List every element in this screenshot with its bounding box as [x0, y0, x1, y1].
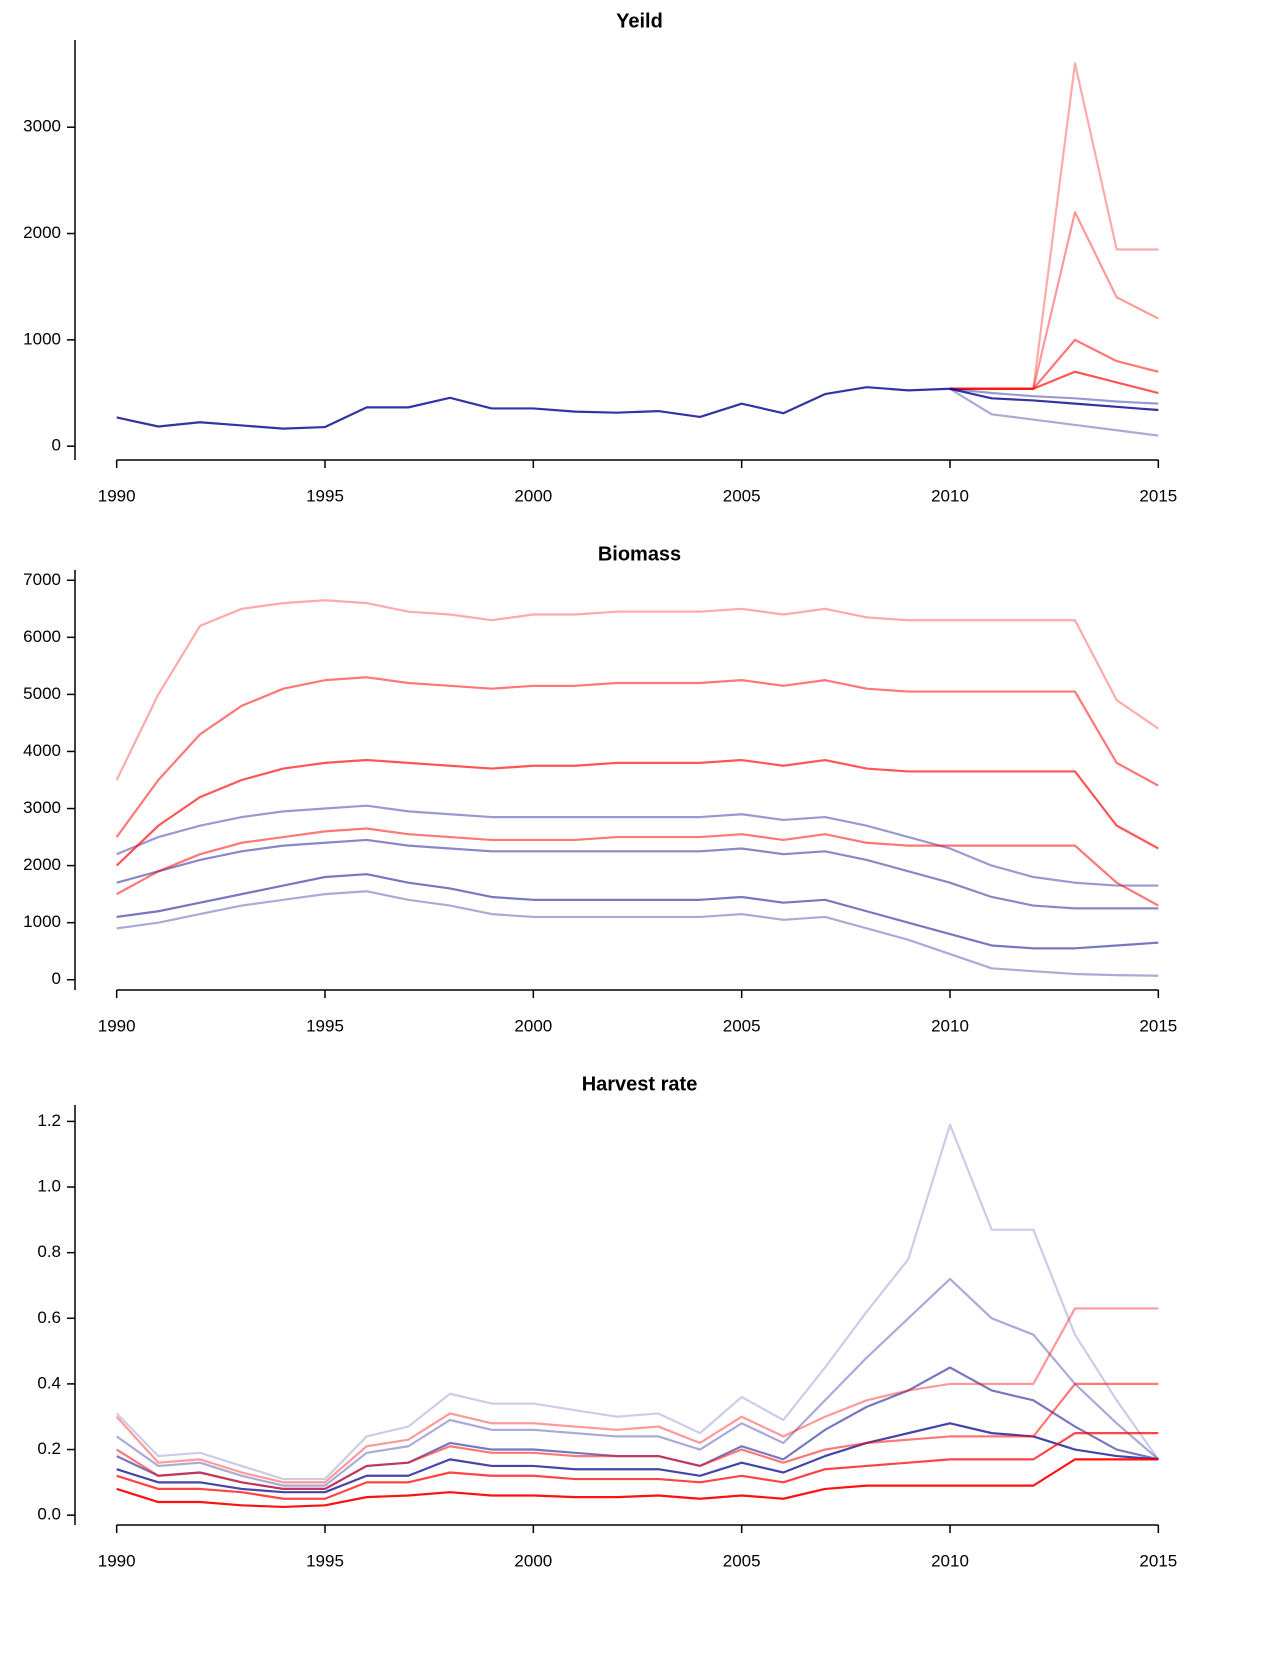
- x-tick-label: 2010: [931, 1551, 969, 1570]
- series-line: [116, 890, 1159, 977]
- y-tick-label: 2000: [23, 855, 61, 874]
- x-tick-label: 1995: [306, 486, 344, 505]
- series-line: [116, 827, 1159, 907]
- y-tick-label: 1000: [23, 329, 61, 348]
- x-tick-label: 2000: [514, 1551, 552, 1570]
- series-line: [115, 1123, 1160, 1481]
- series-line: [950, 62, 1159, 390]
- x-tick-label: 2005: [723, 1551, 761, 1570]
- series-line: [116, 1422, 1159, 1494]
- series-line: [116, 873, 1159, 950]
- x-tick-label: 2015: [1139, 1016, 1177, 1035]
- series-line: [116, 1277, 1160, 1487]
- x-tick-label: 2015: [1139, 486, 1177, 505]
- series-line: [116, 1458, 1159, 1509]
- x-tick-label: 2010: [931, 486, 969, 505]
- x-tick-label: 1995: [306, 1016, 344, 1035]
- y-tick-label: 0.8: [37, 1242, 61, 1261]
- series-line: [115, 676, 1159, 838]
- x-tick-label: 1995: [306, 1551, 344, 1570]
- y-tick-label: 0.2: [37, 1439, 61, 1458]
- chart-title: Harvest rate: [582, 1073, 698, 1095]
- y-tick-label: 0.0: [37, 1505, 61, 1524]
- series-line: [116, 838, 1159, 910]
- series-line: [115, 758, 1159, 867]
- chart-title: Biomass: [598, 543, 681, 565]
- series-line: [115, 599, 1159, 781]
- y-tick-label: 7000: [23, 570, 61, 589]
- series-line: [949, 387, 1159, 437]
- x-tick-label: 2000: [514, 1016, 552, 1035]
- x-tick-label: 2015: [1139, 1551, 1177, 1570]
- y-tick-label: 5000: [23, 684, 61, 703]
- series-line: [116, 1432, 1159, 1500]
- y-tick-label: 3000: [23, 798, 61, 817]
- x-tick-label: 1990: [98, 1551, 136, 1570]
- series-line: [950, 370, 1159, 395]
- x-tick-label: 2010: [931, 1016, 969, 1035]
- y-tick-label: 1000: [23, 912, 61, 931]
- y-tick-label: 0: [52, 969, 61, 988]
- y-tick-label: 3000: [23, 117, 61, 136]
- y-tick-label: 0.6: [37, 1308, 61, 1327]
- y-tick-label: 0: [52, 436, 61, 455]
- y-tick-label: 1.0: [37, 1177, 61, 1196]
- series-line: [116, 1382, 1159, 1491]
- y-tick-label: 4000: [23, 741, 61, 760]
- y-tick-label: 0.4: [37, 1373, 61, 1392]
- chart-title: Yeild: [616, 10, 663, 32]
- y-tick-label: 2000: [23, 223, 61, 242]
- series-line: [115, 1307, 1159, 1484]
- x-tick-label: 2005: [723, 486, 761, 505]
- y-tick-label: 6000: [23, 627, 61, 646]
- series-line: [949, 387, 1159, 405]
- x-tick-label: 1990: [98, 1016, 136, 1035]
- x-tick-label: 2005: [723, 1016, 761, 1035]
- x-tick-label: 2000: [514, 486, 552, 505]
- y-tick-label: 1.2: [37, 1111, 61, 1130]
- series-line: [116, 386, 1159, 430]
- x-tick-label: 1990: [98, 486, 136, 505]
- series-line: [950, 211, 1159, 390]
- series-line: [116, 804, 1159, 887]
